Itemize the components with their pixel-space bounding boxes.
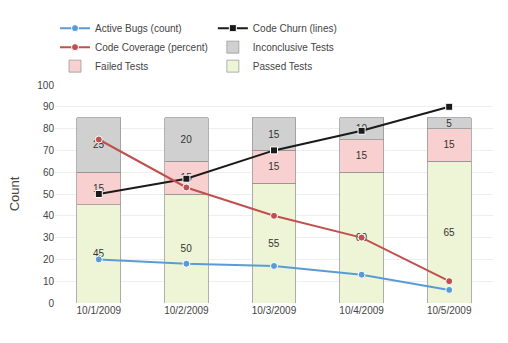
- svg-text:Code Churn (lines): Code Churn (lines): [253, 23, 337, 34]
- svg-text:15: 15: [181, 172, 193, 183]
- svg-text:55: 55: [268, 238, 280, 249]
- svg-text:Passed Tests: Passed Tests: [253, 61, 312, 72]
- svg-text:50: 50: [181, 243, 193, 254]
- svg-text:Failed Tests: Failed Tests: [95, 61, 148, 72]
- svg-text:10/1/2009: 10/1/2009: [77, 305, 122, 316]
- svg-text:10/5/2009: 10/5/2009: [427, 305, 472, 316]
- svg-text:40: 40: [43, 210, 55, 221]
- svg-text:15: 15: [268, 129, 280, 140]
- svg-text:60: 60: [43, 167, 55, 178]
- svg-text:45: 45: [93, 248, 105, 259]
- svg-text:5: 5: [446, 118, 452, 129]
- svg-text:10/2/2009: 10/2/2009: [164, 305, 209, 316]
- svg-text:Active Bugs (count): Active Bugs (count): [95, 23, 182, 34]
- svg-text:15: 15: [443, 139, 455, 150]
- svg-text:30: 30: [43, 232, 55, 243]
- svg-text:20: 20: [43, 254, 55, 265]
- svg-text:Inconclusive Tests: Inconclusive Tests: [253, 42, 334, 53]
- svg-text:80: 80: [43, 123, 55, 134]
- svg-text:65: 65: [443, 227, 455, 238]
- svg-text:25: 25: [93, 139, 105, 150]
- svg-text:15: 15: [356, 150, 368, 161]
- svg-text:15: 15: [268, 161, 280, 172]
- svg-text:100: 100: [37, 80, 54, 91]
- svg-text:Count: Count: [7, 176, 22, 211]
- svg-text:Code Coverage (percent): Code Coverage (percent): [95, 42, 208, 53]
- svg-text:70: 70: [43, 145, 55, 156]
- svg-text:90: 90: [43, 101, 55, 112]
- svg-text:10: 10: [43, 276, 55, 287]
- svg-text:60: 60: [356, 232, 368, 243]
- svg-text:10: 10: [356, 123, 368, 134]
- svg-text:50: 50: [43, 189, 55, 200]
- svg-text:15: 15: [93, 183, 105, 194]
- svg-text:20: 20: [181, 134, 193, 145]
- svg-text:10/3/2009: 10/3/2009: [252, 305, 297, 316]
- svg-text:0: 0: [48, 298, 54, 309]
- svg-text:10/4/2009: 10/4/2009: [339, 305, 384, 316]
